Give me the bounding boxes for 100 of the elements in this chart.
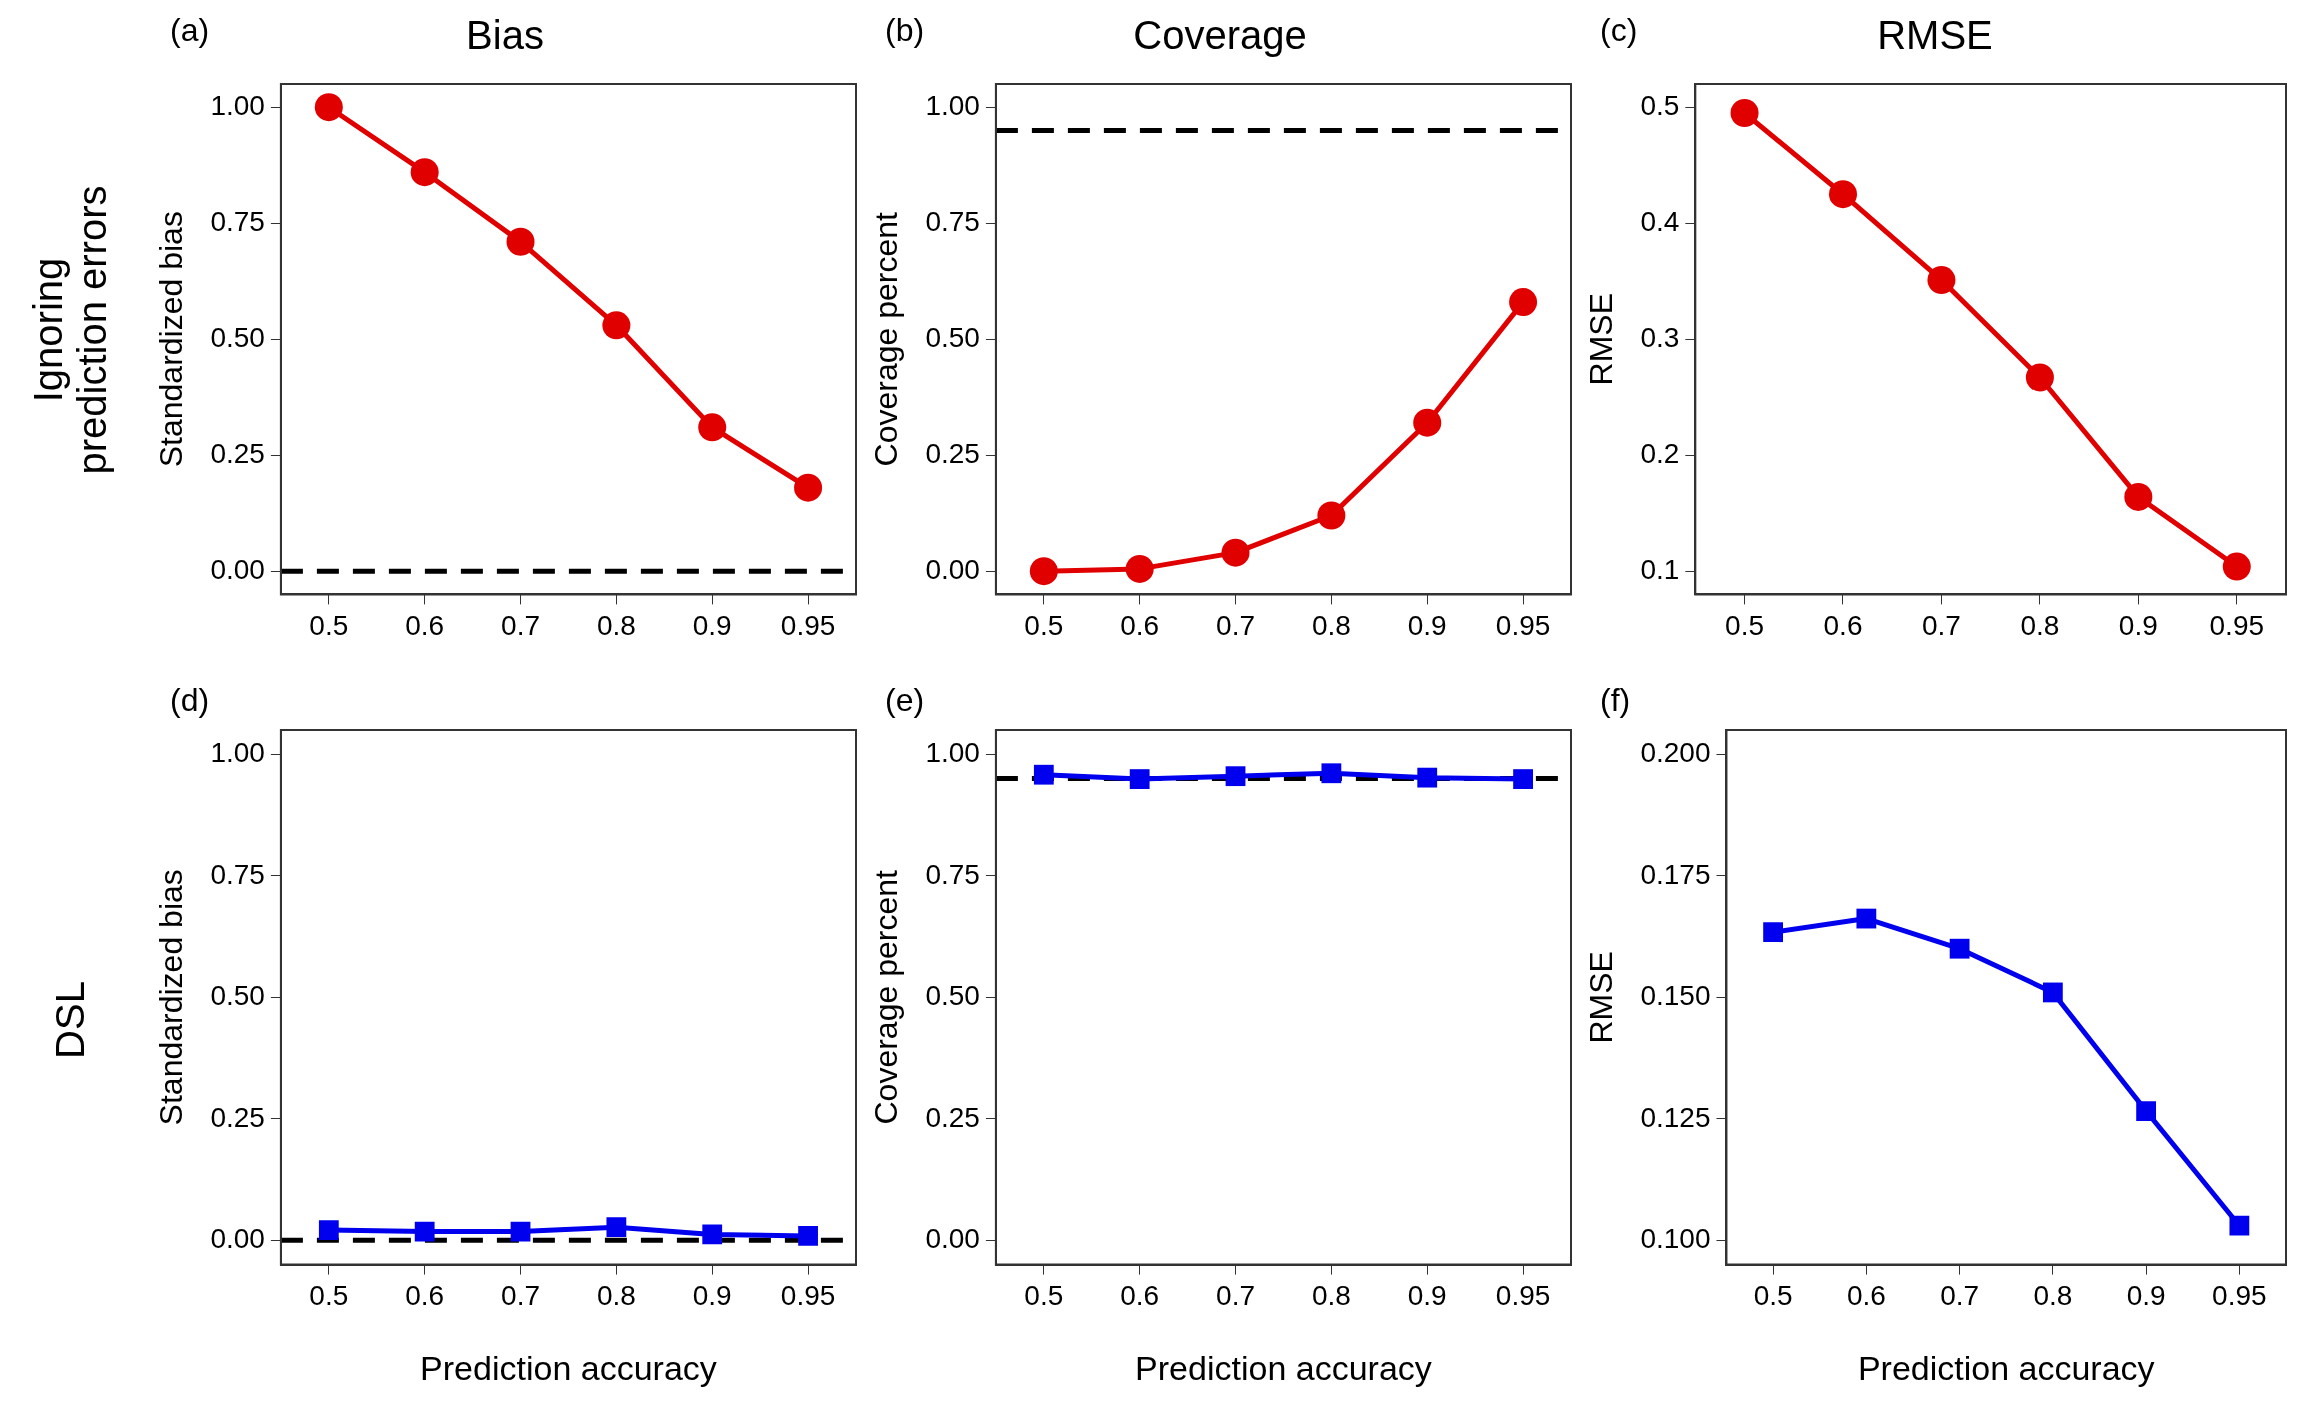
x-tick-label: 0.8 (1311, 609, 1351, 641)
x-tick-label: 0.95 (1495, 1280, 1551, 1312)
y-tick-label: 0.4 (1640, 205, 1680, 237)
x-axis-title: Prediction accuracy (1857, 1348, 2155, 1387)
y-tick-label: 0.50 (210, 980, 265, 1012)
text: (f) (1600, 682, 1631, 719)
y-tick-label: 1.00 (210, 737, 265, 769)
point (1221, 538, 1250, 567)
y-tick-label: 0.00 (925, 553, 980, 585)
y-tick-label: 0.5 (1640, 89, 1680, 121)
x-tick-label: 0.6 (1120, 609, 1160, 641)
point (1317, 501, 1346, 530)
text: (c) (1600, 12, 1638, 49)
y-tick-label: 1.00 (925, 89, 980, 121)
text: (e) (885, 682, 925, 719)
text: (b) (885, 12, 925, 49)
y-tick-label: 1.00 (925, 737, 980, 769)
x-tick-label: 0.9 (2126, 1280, 2166, 1312)
y-tick-label: 0.3 (1640, 321, 1680, 353)
x-tick-label: 0.6 (1823, 609, 1863, 641)
x-tick-label: 0.95 (1495, 609, 1551, 641)
point (2222, 552, 2251, 581)
point (1730, 99, 1759, 127)
x-tick-label: 0.9 (1407, 1280, 1447, 1312)
y-tick-label: 0.00 (210, 553, 265, 585)
x-tick-label: 0.9 (2118, 609, 2158, 641)
text: Ignoring prediction errors (26, 185, 114, 475)
y-tick-label: 0.25 (925, 1101, 980, 1133)
point (2229, 1215, 2250, 1236)
point (1763, 922, 1783, 943)
y-tick-label: 0.75 (925, 858, 980, 890)
x-tick-label: 0.5 (309, 609, 349, 641)
point (2124, 482, 2153, 511)
chart-title: Bias (466, 13, 544, 58)
x-tick-label: 0.7 (1921, 609, 1961, 641)
y-tick-label: 0.175 (1640, 858, 1711, 890)
y-tick-label: 0.25 (210, 1101, 265, 1133)
x-tick-label: 0.95 (780, 609, 836, 641)
y-tick-label: 0.75 (210, 205, 265, 237)
x-tick-label: 0.6 (1120, 1280, 1160, 1312)
y-tick-label: 0.25 (210, 437, 265, 469)
x-tick-label: 0.8 (2033, 1280, 2073, 1312)
y-tick-label: 0.25 (925, 437, 980, 469)
point (794, 473, 823, 502)
y-tick-label: 0.2 (1640, 437, 1680, 469)
point (1029, 557, 1058, 586)
x-tick-label: 0.6 (1846, 1280, 1886, 1312)
y-tick-label: 1.00 (210, 89, 265, 121)
point (410, 158, 439, 187)
x-tick-label: 0.8 (596, 1280, 636, 1312)
point (1856, 908, 1877, 929)
y-tick-label: 0.75 (925, 205, 980, 237)
point (2042, 982, 2063, 1003)
y-tick-label: 0.125 (1640, 1101, 1711, 1133)
x-tick-label: 0.9 (692, 1280, 732, 1312)
x-tick-label: 0.7 (501, 609, 540, 641)
point (602, 311, 631, 340)
point (1927, 266, 1956, 295)
x-tick-label: 0.5 (1753, 1280, 1793, 1312)
x-tick-label: 0.5 (309, 1280, 349, 1312)
x-tick-label: 0.7 (501, 1280, 540, 1312)
x-tick-label: 0.7 (1216, 1280, 1255, 1312)
chart-title: Coverage (1133, 13, 1307, 58)
x-tick-label: 0.5 (1024, 1280, 1064, 1312)
y-tick-label: 0.100 (1640, 1223, 1711, 1255)
x-tick-label: 0.6 (405, 1280, 445, 1312)
point (2136, 1101, 2157, 1121)
x-tick-label: 0.5 (1725, 609, 1765, 641)
text: (d) (170, 682, 210, 719)
y-axis-title: Coverage percent (868, 211, 905, 467)
y-tick-label: 0.150 (1640, 980, 1711, 1012)
point (1949, 938, 1970, 959)
point (1828, 180, 1857, 209)
x-tick-label: 0.9 (692, 609, 732, 641)
y-tick-label: 0.50 (925, 321, 980, 353)
point (1413, 408, 1442, 437)
y-tick-label: 0.200 (1640, 737, 1711, 769)
y-axis-title: RMSE (1583, 951, 1620, 1044)
x-tick-label: 0.7 (1940, 1280, 1980, 1312)
x-tick-label: 0.8 (1311, 1280, 1351, 1312)
point (2025, 363, 2054, 392)
point (698, 413, 727, 442)
text: (a) (170, 12, 210, 49)
x-tick-label: 0.8 (596, 609, 636, 641)
x-tick-label: 0.95 (2212, 1280, 2267, 1312)
y-tick-label: 0.50 (210, 321, 265, 353)
y-axis-title: RMSE (1583, 292, 1620, 386)
x-axis-title: Prediction accuracy (1135, 1348, 1432, 1387)
x-tick-label: 0.9 (1407, 609, 1447, 641)
y-tick-label: 0.1 (1640, 553, 1680, 585)
x-tick-label: 0.95 (780, 1280, 836, 1312)
y-tick-label: 0.00 (925, 1223, 980, 1255)
y-axis-title: Standardized bias (153, 211, 190, 468)
y-tick-label: 0.75 (210, 858, 265, 890)
x-axis-title: Prediction accuracy (420, 1348, 717, 1387)
x-tick-label: 0.6 (405, 609, 445, 641)
point (1125, 554, 1154, 583)
chart-title: RMSE (1877, 13, 1993, 58)
point (314, 93, 343, 122)
x-tick-label: 0.5 (1024, 609, 1064, 641)
